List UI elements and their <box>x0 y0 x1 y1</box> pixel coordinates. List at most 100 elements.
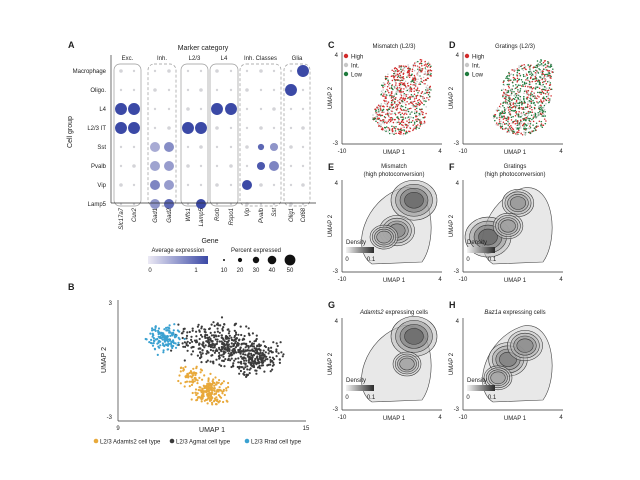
cell-point <box>543 113 545 116</box>
cell-point <box>151 333 154 336</box>
cell-point <box>381 85 384 87</box>
cell-point <box>418 127 420 129</box>
cell-point <box>205 387 208 390</box>
category-header: L4 <box>221 56 228 62</box>
cell-point <box>392 121 395 124</box>
cell-point <box>522 75 525 78</box>
cell-point <box>418 90 420 92</box>
cell-point <box>525 131 528 134</box>
cell-point <box>387 101 390 103</box>
cell-point <box>413 84 415 87</box>
cell-point <box>514 115 517 117</box>
umap-legend-label: High <box>351 55 363 61</box>
expression-dot <box>150 199 160 209</box>
cell-point <box>536 97 538 100</box>
cell-point <box>530 86 533 89</box>
cell-point <box>385 129 388 131</box>
cell-point <box>178 330 181 333</box>
cell-point <box>527 114 530 116</box>
cell-point <box>429 74 432 77</box>
cell-point <box>415 125 418 127</box>
cell-point <box>191 374 195 377</box>
cell-point <box>242 367 245 370</box>
cell-point <box>230 342 233 345</box>
cell-point <box>426 87 428 90</box>
cell-point <box>512 132 515 134</box>
cell-point <box>401 79 404 82</box>
cell-point <box>400 77 402 80</box>
cell-point <box>410 116 412 118</box>
cell-point <box>417 78 419 80</box>
cell-point <box>414 77 417 80</box>
avg-tick-1: 1 <box>194 268 198 274</box>
cell-point <box>251 356 254 359</box>
cell-point <box>530 72 533 74</box>
cell-point <box>179 370 182 373</box>
cell-point <box>151 327 154 330</box>
cell-point <box>400 79 403 82</box>
cell-point <box>550 88 553 90</box>
expression-dot <box>115 122 127 134</box>
cell-point <box>415 126 418 128</box>
cell-point <box>402 126 404 129</box>
cell-point <box>425 68 427 71</box>
pct-legend-tick: 40 <box>269 268 276 274</box>
gene-labels: Slc17a7 Cux2 Gad1 Gad2 Wfs1 Lamp5 Rorb Rspo1 Vip… <box>119 207 307 229</box>
umap-xlabel: UMAP 1 <box>504 416 527 422</box>
cell-point <box>523 95 525 98</box>
expression-dot <box>301 126 305 130</box>
cell-point <box>430 65 432 67</box>
expression-dot <box>186 88 190 92</box>
cell-point <box>399 106 402 108</box>
cell-point <box>199 347 202 350</box>
density-colorbar <box>467 247 495 253</box>
cell-point <box>218 348 221 351</box>
cell-point <box>398 89 400 92</box>
cell-point <box>210 398 213 402</box>
cell-point <box>233 359 236 362</box>
cell-point <box>383 105 385 108</box>
cell-point <box>547 74 550 77</box>
cell-point <box>416 105 419 108</box>
cell-point <box>190 398 193 401</box>
cell-point <box>155 338 158 341</box>
cell-point <box>168 339 172 342</box>
cell-point <box>383 122 386 125</box>
cell-point <box>383 116 386 118</box>
cell-point <box>154 326 157 329</box>
cell-point <box>410 90 413 93</box>
cell-point <box>375 120 377 123</box>
cell-point <box>418 114 420 117</box>
umap-title: Gratings <box>504 164 527 170</box>
cell-point <box>207 351 210 354</box>
expression-dot <box>199 145 203 149</box>
cell-point <box>388 119 390 121</box>
umap-ytick: 4 <box>335 319 339 325</box>
cell-point <box>269 363 272 366</box>
b-xlabel: UMAP 1 <box>199 427 225 434</box>
cell-point <box>422 116 424 119</box>
cell-point <box>506 77 509 80</box>
cell-point <box>393 87 396 90</box>
cell-point <box>520 127 522 129</box>
cell-point <box>512 105 515 108</box>
cell-point <box>407 116 410 118</box>
cell-point <box>180 332 183 335</box>
cell-point <box>415 128 417 130</box>
expression-dot <box>245 164 249 168</box>
expression-dot <box>225 103 237 115</box>
cell-point <box>401 101 403 104</box>
density-label: Density <box>467 378 487 384</box>
cell-point <box>174 346 178 349</box>
cell-point <box>516 69 519 72</box>
cell-point <box>386 105 389 108</box>
cell-point <box>229 359 232 362</box>
umap-legend-label: Int. <box>472 64 481 70</box>
expression-dot <box>167 126 171 130</box>
avg-expression-colorbar <box>148 256 208 264</box>
cell-point <box>372 114 374 116</box>
cell-point <box>535 72 538 75</box>
umap-ytick: 4 <box>456 319 460 325</box>
cell-point <box>503 97 506 99</box>
cell-point <box>164 339 168 342</box>
